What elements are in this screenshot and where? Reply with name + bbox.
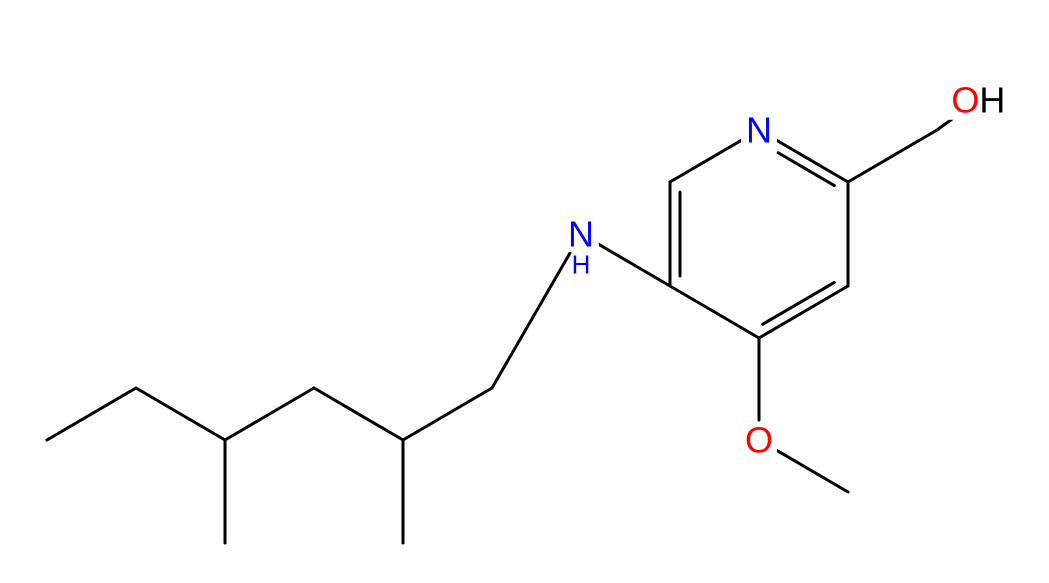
- bond: [598, 244, 670, 286]
- bond: [848, 130, 937, 182]
- bond: [776, 450, 848, 492]
- atom-label: H: [979, 80, 1005, 121]
- bond: [759, 286, 848, 338]
- bond: [670, 139, 743, 182]
- atom-label: N: [746, 110, 772, 151]
- bond: [225, 388, 314, 440]
- atom-label: O: [745, 420, 773, 461]
- atom-label: O: [951, 80, 979, 121]
- bond: [403, 388, 492, 440]
- atom-label: H: [572, 250, 591, 280]
- bond: [492, 253, 570, 388]
- atom-label: N: [568, 214, 594, 255]
- bond: [314, 388, 403, 440]
- bond: [763, 282, 835, 324]
- bond: [670, 286, 759, 338]
- bond: [47, 388, 136, 440]
- molecule-diagram: NHNOOH: [0, 0, 1049, 583]
- bond: [775, 139, 848, 182]
- bond: [136, 388, 225, 440]
